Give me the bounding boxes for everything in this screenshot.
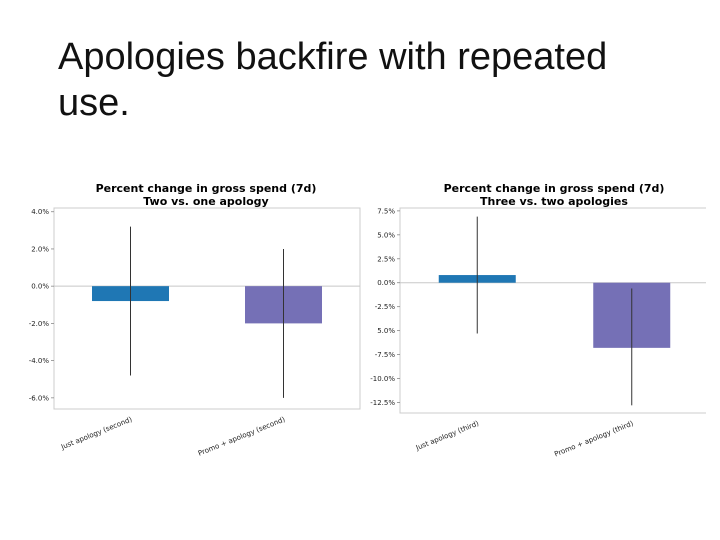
y-tick-label: 5.0%: [377, 231, 395, 239]
x-category-label: Promo + apology (third): [553, 419, 634, 458]
x-category-label: Just apology (second): [59, 415, 133, 451]
plot-frame: [53, 207, 361, 410]
y-tick-label: 7.5%: [377, 207, 395, 215]
plot-frame: [399, 207, 706, 414]
y-tick-label: -12.5%: [370, 399, 395, 407]
y-tick-label: 0.0%: [377, 279, 395, 287]
y-tick-label: -4.0%: [29, 357, 50, 365]
y-tick-label: -10.0%: [370, 375, 395, 383]
chart-title: Percent change in gross spend (7d): [444, 182, 665, 195]
slide-title: Apologies backfire with repeated use.: [58, 36, 608, 124]
chart-subtitle: Three vs. two apologies: [480, 195, 628, 208]
chart-two-vs-one-apology: Percent change in gross spend (7d) Two v…: [29, 182, 361, 458]
y-tick-label: -7.5%: [375, 351, 396, 359]
x-category-label: Promo + apology (second): [197, 415, 286, 457]
y-tick-label: -2.0%: [29, 320, 50, 328]
y-tick-label: -6.0%: [29, 394, 50, 402]
y-tick-label: 2.0%: [31, 245, 49, 253]
y-tick-label: -2.5%: [375, 303, 396, 311]
y-tick-label: 2.5%: [377, 255, 395, 263]
y-tick-label: 5.0%: [377, 327, 395, 335]
y-tick-label: 0.0%: [31, 283, 49, 291]
chart-subtitle: Two vs. one apology: [143, 195, 268, 208]
y-tick-label: 4.0%: [31, 208, 49, 216]
x-category-label: Just apology (third): [414, 419, 480, 452]
chart-three-vs-two-apologies: Percent change in gross spend (7d) Three…: [370, 182, 706, 458]
chart-title: Percent change in gross spend (7d): [96, 182, 317, 195]
